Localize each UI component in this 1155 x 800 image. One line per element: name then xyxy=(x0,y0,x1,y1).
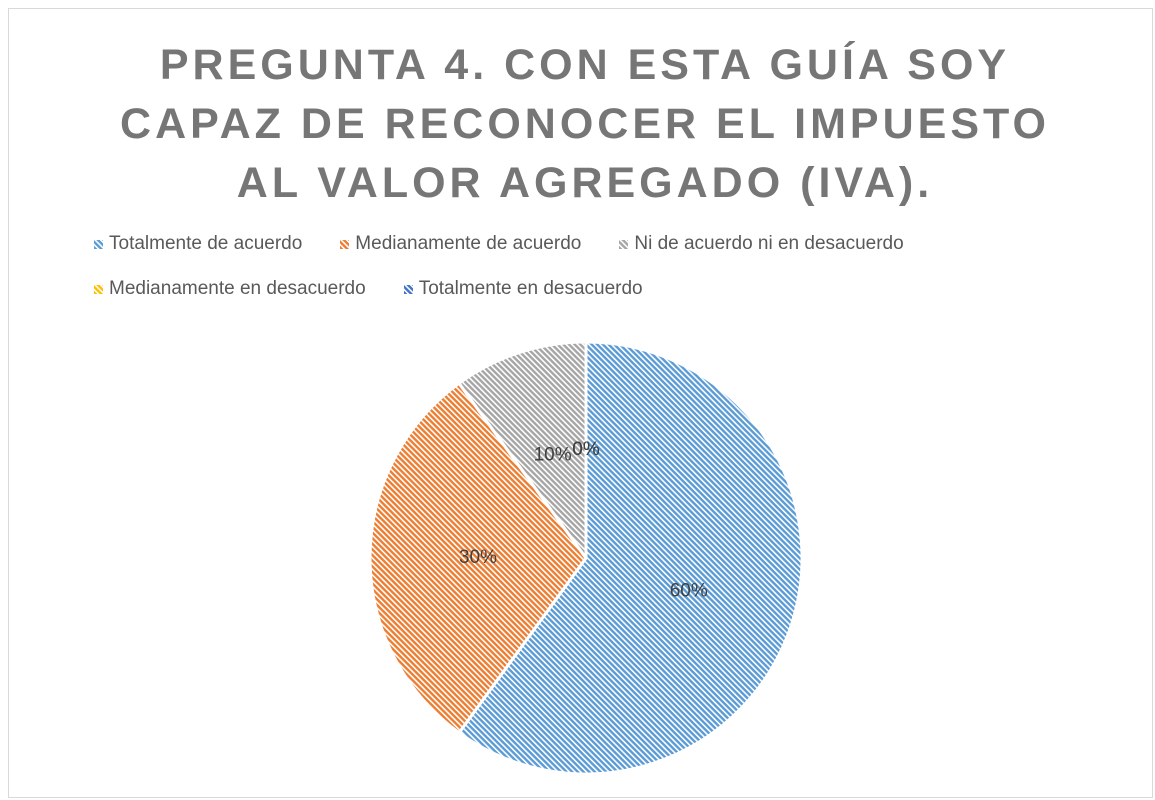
legend-label: Medianamente de acuerdo xyxy=(355,233,582,254)
legend-swatch xyxy=(94,239,103,249)
legend-label: Ni de acuerdo ni en desacuerdo xyxy=(634,233,904,254)
legend-item: Medianamente de acuerdo xyxy=(340,232,581,256)
data-label: 30% xyxy=(459,547,497,568)
legend-swatch xyxy=(619,239,629,249)
legend-item: Totalmente de acuerdo xyxy=(94,232,302,256)
data-label: 60% xyxy=(670,580,708,601)
chart-border xyxy=(8,8,1153,798)
legend-swatch xyxy=(403,284,413,294)
legend-item: Totalmente en desacuerdo xyxy=(403,277,643,301)
legend-swatch xyxy=(340,239,350,249)
legend-item: Ni de acuerdo ni en desacuerdo xyxy=(619,232,904,256)
pie-slice xyxy=(368,381,588,735)
data-label: 10% xyxy=(534,444,572,465)
data-label: 0% xyxy=(572,439,600,460)
chart-title: PREGUNTA 4. CON ESTA GUÍA SOY CAPAZ DE R… xyxy=(120,41,1050,207)
legend-label: Medianamente en desacuerdo xyxy=(109,278,366,299)
legend-label: Totalmente de acuerdo xyxy=(109,233,303,254)
legend-swatch xyxy=(94,284,103,294)
pie-slice xyxy=(457,340,804,776)
legend: Totalmente de acuerdo Medianamente de acu… xyxy=(94,232,1134,301)
legend-label: Totalmente en desacuerdo xyxy=(418,278,643,299)
pie-slice xyxy=(457,340,588,560)
data-label: 0% xyxy=(572,439,600,460)
legend-item: Medianamente en desacuerdo xyxy=(94,277,366,301)
